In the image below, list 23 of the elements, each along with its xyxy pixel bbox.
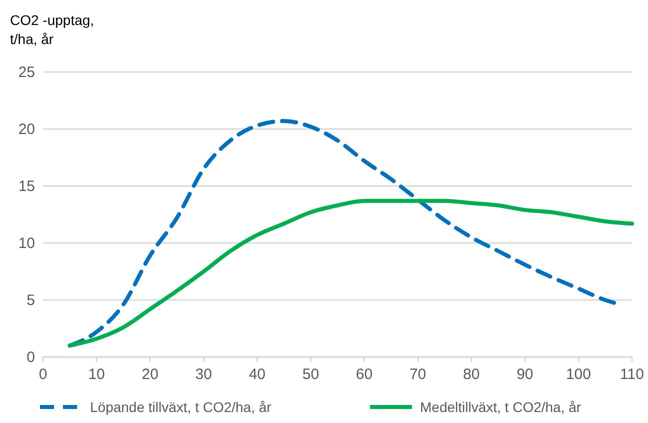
legend-label: Löpande tillväxt, t CO2/ha, år [90, 399, 272, 415]
y-axis-title: CO2 -upptag, t/ha, år [10, 12, 94, 47]
x-tick-label: 30 [195, 366, 212, 383]
x-tick-label: 90 [516, 366, 534, 383]
x-tick-label: 100 [566, 366, 591, 383]
y-tick-label: 20 [18, 121, 35, 138]
x-tick-label: 80 [463, 366, 480, 383]
x-tick-label: 110 [620, 366, 644, 383]
y-tick-label: 25 [18, 64, 35, 81]
y-tick-label: 5 [26, 292, 35, 309]
y-tick-label: 0 [26, 349, 35, 366]
x-tick-label: 50 [302, 366, 320, 383]
x-tick-label: 0 [38, 366, 48, 383]
legend-label: Medeltillväxt, t CO2/ha, år [420, 399, 582, 415]
x-tick-label: 60 [356, 366, 373, 383]
y-tick-label: 15 [18, 178, 35, 195]
line-series [68, 198, 634, 348]
x-tick-label: 20 [142, 366, 158, 383]
x-tick-label: 70 [409, 366, 426, 383]
line-series [68, 119, 618, 348]
x-tick-label: 10 [88, 366, 105, 383]
x-tick-label: 40 [248, 366, 266, 383]
y-tick-label: 10 [18, 235, 35, 252]
